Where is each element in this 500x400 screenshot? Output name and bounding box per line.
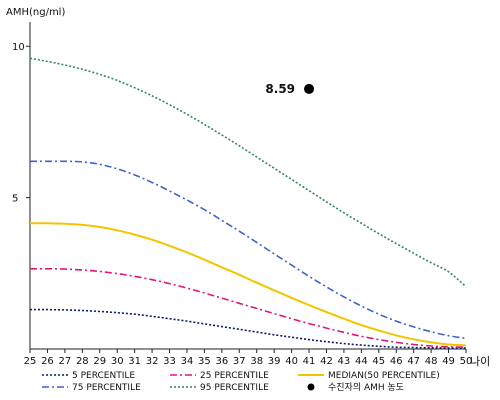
x-axis-label: 나이 <box>470 355 490 368</box>
x-tick-label: 32 <box>146 356 159 367</box>
series-line-2 <box>29 267 467 348</box>
y-tick-label: 5 <box>12 194 18 205</box>
series-line-5 <box>29 57 467 288</box>
x-tick-label: 47 <box>407 356 420 367</box>
x-tick-label: 26 <box>41 356 54 367</box>
x-tick-label: 34 <box>181 356 194 367</box>
x-tick-label: 50 <box>460 356 473 367</box>
series-line-4 <box>30 160 467 340</box>
patient-amh-point <box>304 83 315 94</box>
x-tick-label: 46 <box>390 356 403 367</box>
x-ticks: 25 26 27 28 29 30 31 32 33 34 35 36 37 38 39 40 41 42 43 44… <box>24 349 473 367</box>
highlight-layer: 8.59 <box>265 82 315 96</box>
legend-label-3: MEDIAN(50 PERCENTILE) <box>328 371 440 381</box>
x-tick-label: 37 <box>233 356 246 367</box>
legend-label-4: 75 PERCENTILE <box>72 383 141 393</box>
y-axis-label: AMH(ng/ml) <box>6 7 65 18</box>
legend-label-2: 25 PERCENTILE <box>200 371 269 381</box>
series-line-3 <box>29 222 467 347</box>
legend-label-1: 5 PERCENTILE <box>72 371 135 381</box>
x-tick-label: 27 <box>59 356 72 367</box>
y-tick-label: 10 <box>12 42 25 53</box>
x-tick-label: 44 <box>355 356 368 367</box>
x-tick-label: 48 <box>425 356 438 367</box>
legend-label-patient: 수진자의 AMH 농도 <box>328 382 404 393</box>
x-tick-label: 42 <box>320 356 333 367</box>
y-ticks: 5 10 <box>12 42 30 205</box>
x-tick-label: 43 <box>338 356 351 367</box>
x-tick-label: 33 <box>163 356 176 367</box>
legend: 5 PERCENTILE 25 PERCENTILE MEDIAN(50 PERCE… <box>42 371 440 393</box>
x-tick-label: 31 <box>128 356 141 367</box>
x-tick-label: 41 <box>303 356 316 367</box>
x-tick-label: 45 <box>372 356 385 367</box>
series-layer <box>29 57 467 349</box>
x-tick-label: 28 <box>76 356 89 367</box>
x-tick-label: 29 <box>93 356 106 367</box>
x-tick-label: 25 <box>24 356 37 367</box>
x-tick-label: 35 <box>198 356 211 367</box>
x-tick-label: 40 <box>285 356 298 367</box>
x-tick-label: 30 <box>111 356 124 367</box>
x-tick-label: 49 <box>442 356 455 367</box>
x-tick-label: 39 <box>268 356 281 367</box>
x-tick-label: 38 <box>250 356 263 367</box>
x-tick-label: 36 <box>215 356 228 367</box>
patient-amh-value-label: 8.59 <box>265 82 295 96</box>
legend-swatch-patient <box>307 383 315 391</box>
legend-label-5: 95 PERCENTILE <box>200 383 269 393</box>
